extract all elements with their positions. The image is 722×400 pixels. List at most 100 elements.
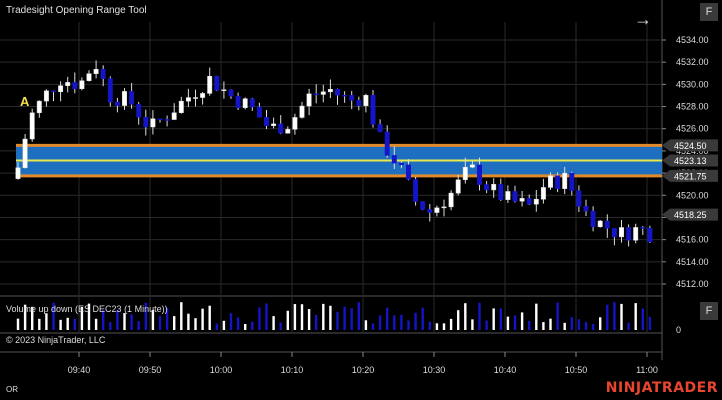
price-tick-label: 4516.00: [676, 235, 709, 245]
candle-body: [72, 82, 78, 90]
candle-body: [477, 164, 482, 185]
or-mid-badge: [662, 154, 718, 167]
volume-bar: [641, 308, 644, 330]
candle-body: [58, 85, 64, 93]
candle-body: [434, 207, 440, 213]
arrow-right-icon[interactable]: →: [634, 9, 652, 29]
volume-bar: [386, 307, 389, 330]
time-tick-label: 10:50: [565, 365, 588, 375]
candle-body: [640, 227, 646, 229]
time-tick-label: 11:00: [636, 365, 658, 375]
candle-body: [619, 227, 624, 238]
volume-bar: [80, 306, 84, 330]
candle-body: [533, 198, 539, 205]
volume-bar: [350, 308, 353, 330]
volume-bar: [506, 316, 510, 330]
candle-body: [164, 119, 170, 121]
candle-body: [327, 89, 333, 93]
candle-body: [22, 138, 28, 168]
price-tick-label: 4514.00: [676, 257, 709, 267]
volume-bar: [300, 304, 304, 330]
volume-bar: [258, 307, 261, 330]
volume-bar: [123, 313, 126, 330]
candle-body: [93, 69, 99, 74]
volume-bar: [478, 302, 481, 330]
time-tick-label: 10:30: [423, 365, 446, 375]
indicator-title: Tradesight Opening Range Tool: [6, 5, 147, 16]
volume-bar: [173, 316, 176, 330]
volume-bar: [435, 323, 439, 330]
volume-bar: [648, 316, 652, 330]
volume-bar: [222, 320, 226, 330]
volume-bar: [130, 314, 133, 330]
volume-bar: [45, 313, 48, 330]
volume-bar: [52, 302, 55, 330]
volume-bar: [336, 311, 339, 330]
candle-body: [647, 227, 653, 243]
time-tick-label: 09:40: [68, 365, 91, 375]
volume-bar: [180, 302, 183, 330]
volume-bar: [584, 321, 588, 330]
candle-body: [384, 131, 390, 156]
volume-bar: [464, 303, 467, 330]
candle-body: [150, 118, 156, 128]
volume-bar: [606, 304, 609, 330]
candle-body: [214, 75, 220, 91]
volume-bar: [116, 309, 119, 330]
candle-body: [356, 100, 362, 106]
volume-bar: [151, 309, 155, 330]
f-button-top[interactable]: F: [700, 3, 718, 21]
volume-bar: [208, 305, 211, 330]
volume-panel-label: Volume up down (ES DEC23 (1 Minute)): [6, 304, 168, 314]
candle-body: [65, 82, 71, 86]
volume-bar: [520, 312, 524, 330]
candle-body: [491, 184, 497, 191]
candle-body: [413, 179, 419, 202]
candle-body: [583, 206, 589, 212]
candle-body: [306, 93, 312, 107]
candle-body: [597, 220, 603, 228]
candle-body: [370, 95, 376, 125]
candle-body: [448, 192, 454, 208]
volume-bar: [528, 320, 531, 330]
price-tick-label: 4534.00: [676, 35, 709, 45]
candle-body: [228, 89, 234, 97]
candle-body: [193, 97, 198, 99]
candle-body: [79, 80, 85, 90]
volume-bar: [364, 320, 368, 330]
volume-bar: [307, 309, 311, 330]
candle-body: [462, 166, 468, 181]
candle-body: [256, 106, 262, 118]
volume-bar: [428, 321, 431, 330]
volume-bar: [31, 306, 34, 330]
volume-bar: [499, 308, 502, 330]
candle-body: [43, 90, 49, 102]
volume-bar: [272, 316, 275, 330]
candle-body: [29, 112, 35, 140]
volume-bar: [556, 302, 559, 330]
volume-bar: [400, 314, 403, 330]
volume-bar: [513, 315, 517, 330]
candle-body: [540, 187, 546, 200]
volume-bar: [87, 303, 91, 330]
f-button-volume[interactable]: F: [700, 302, 718, 320]
candle-body: [242, 98, 248, 108]
volume-bar: [293, 304, 297, 330]
volume-bar: [194, 318, 197, 330]
volume-bar: [442, 323, 446, 330]
volume-bar: [449, 318, 453, 330]
last-price-badge: [662, 208, 718, 221]
volume-bar: [236, 317, 240, 330]
candle-body: [548, 175, 553, 188]
volume-bar: [471, 319, 474, 330]
candle-body: [505, 191, 511, 200]
volume-bar: [371, 323, 375, 330]
copyright-text: © 2023 NinjaTrader, LLC: [6, 335, 106, 345]
candle-body: [335, 89, 340, 96]
volume-bar: [620, 303, 623, 330]
price-tick-label: 4530.00: [676, 79, 709, 89]
candle-body: [271, 123, 277, 126]
time-tick-label: 10:20: [352, 365, 375, 375]
volume-bar: [599, 317, 602, 330]
